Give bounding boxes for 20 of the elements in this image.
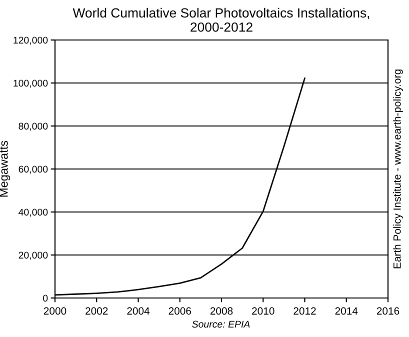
x-tick-label: 2000	[44, 307, 66, 315]
source-note: Source: EPIA	[192, 320, 250, 328]
x-tick-label: 2008	[210, 307, 233, 315]
x-tick-label: 2002	[86, 307, 108, 315]
x-tick-label: 2014	[335, 307, 358, 315]
chart-title: World Cumulative Solar Photovoltaics Installations, 2000-2012	[72, 8, 370, 32]
x-tick-label: 2004	[127, 307, 150, 315]
y-tick-label: 20,000	[18, 252, 48, 260]
x-tick-label: 2012	[294, 307, 316, 315]
y-tick-label: 80,000	[18, 122, 48, 131]
x-tick-label: 2010	[252, 307, 274, 315]
y-tick-label: 60,000	[18, 166, 48, 174]
y-axis-title: Megawatts	[0, 140, 10, 197]
y-tick-label: 120,000	[14, 36, 48, 45]
x-tick-label: 2016	[376, 307, 400, 315]
y-tick-label: 0	[43, 294, 48, 302]
y-tick-label: 40,000	[18, 208, 48, 217]
text: Earth Policy Institute - www.earth-policy.org	[393, 70, 403, 268]
x-tick-label: 2006	[168, 307, 192, 315]
y-tick-label: 100,000	[14, 80, 48, 88]
